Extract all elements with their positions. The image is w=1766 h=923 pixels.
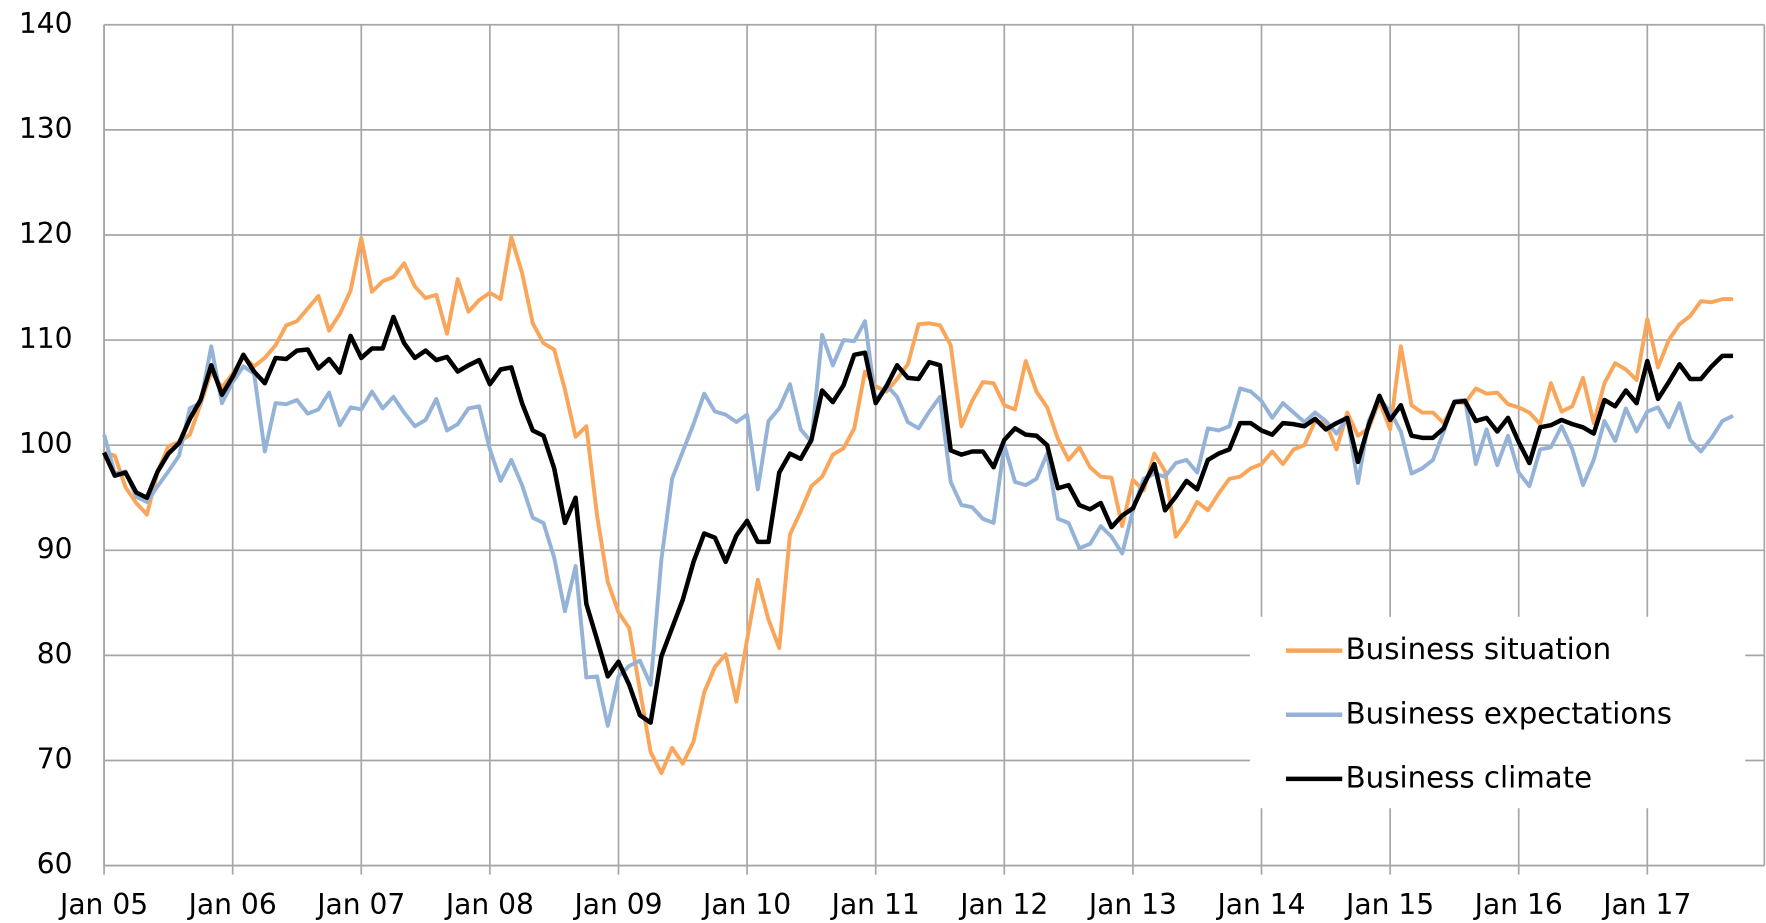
x-tick-label: Jan 09 xyxy=(572,888,662,921)
x-tick-label: Jan 12 xyxy=(958,888,1048,921)
x-tick-label: Jan 11 xyxy=(830,888,920,921)
y-tick-label: 140 xyxy=(19,7,73,40)
x-tick-label: Jan 16 xyxy=(1473,888,1563,921)
x-tick-label: Jan 07 xyxy=(315,888,405,921)
series-line xyxy=(102,314,1734,725)
x-tick-label: Jan 10 xyxy=(701,888,791,921)
y-tick-label: 110 xyxy=(19,322,73,355)
x-tick-label: Jan 05 xyxy=(58,888,148,921)
x-tick-label: Jan 08 xyxy=(444,888,534,921)
y-tick-label: 60 xyxy=(37,848,73,881)
y-tick-label: 90 xyxy=(37,532,73,565)
legend-label: Business climate xyxy=(1346,760,1593,794)
y-tick-label: 120 xyxy=(19,217,73,250)
y-tick-label: 100 xyxy=(19,427,73,460)
y-tick-label: 70 xyxy=(37,742,73,775)
y-tick-label: 80 xyxy=(37,637,73,670)
x-tick-label: Jan 15 xyxy=(1344,888,1434,921)
legend: Business situation Business expectations B… xyxy=(1249,616,1746,809)
y-tick-label: 130 xyxy=(19,112,73,145)
x-tick-label: Jan 06 xyxy=(187,888,277,921)
x-tick-label: Jan 14 xyxy=(1215,888,1305,921)
x-tick-label: Jan 13 xyxy=(1087,888,1177,921)
legend-label: Business situation xyxy=(1346,632,1612,666)
legend-label: Business expectations xyxy=(1346,696,1672,730)
x-tick-label: Jan 17 xyxy=(1601,888,1691,921)
